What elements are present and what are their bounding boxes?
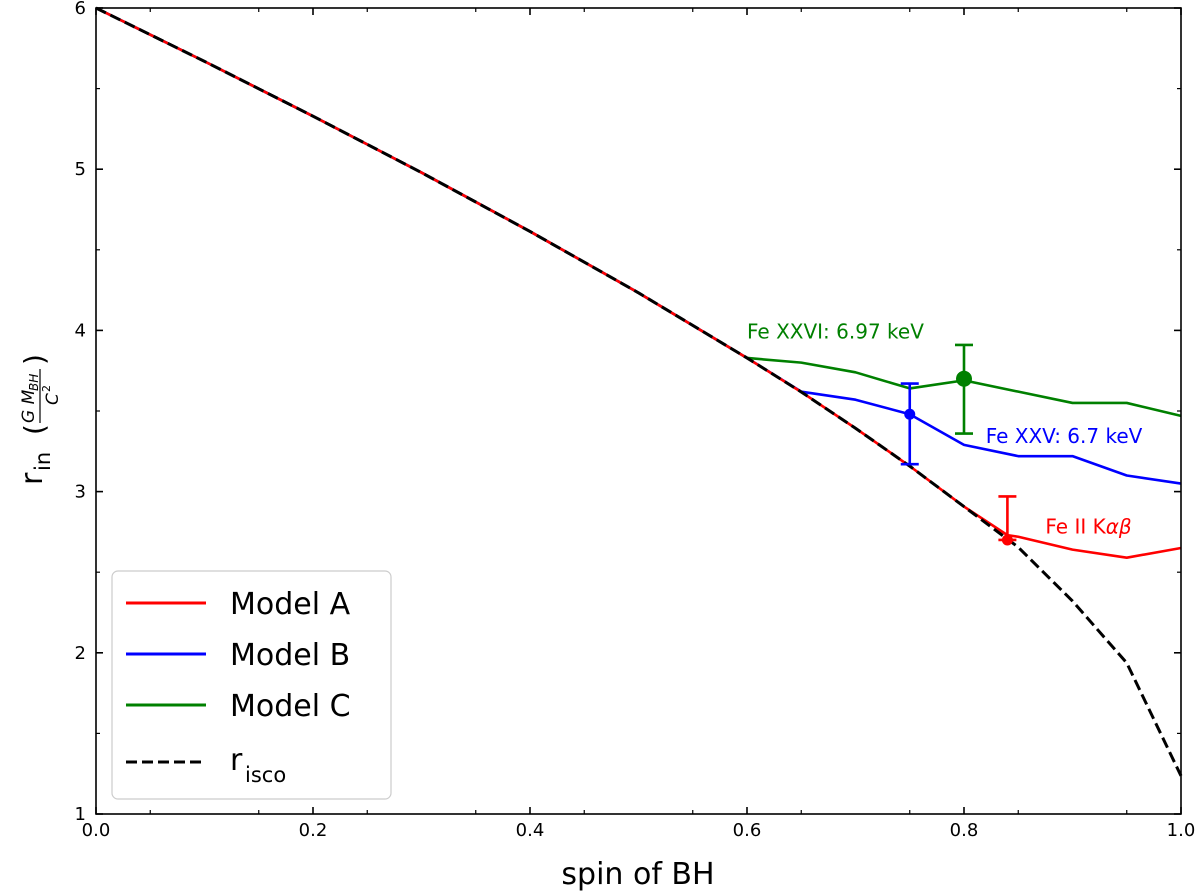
y-axis-title-denominator: C <box>43 393 63 405</box>
y-tick-label-5: 6 <box>75 0 86 19</box>
data-point-model-c <box>956 370 972 387</box>
legend-entry-model-c: Model C <box>126 689 351 724</box>
annotation-2-symbols: αβ <box>1106 515 1132 539</box>
legend-label-model-c: Model C <box>230 689 351 724</box>
y-axis-title-close-paren: ) <box>18 354 51 365</box>
legend-label-r-isco-sub: isco <box>245 763 286 787</box>
y-axis-title-numerator: G M <box>19 389 39 423</box>
x-axis-title: spin of BH <box>561 857 714 891</box>
errorbar-layer <box>900 343 1017 546</box>
series-line-risco <box>95 6 1183 777</box>
annotation-2: Fe II Kαβ <box>1045 515 1132 539</box>
x-tick-label-2: 0.4 <box>516 820 545 841</box>
y-tick-label-1: 2 <box>75 643 86 664</box>
legend-box <box>111 570 392 800</box>
x-tick-label-0: 0.0 <box>82 820 111 841</box>
legend-entry-r-isco: r isco <box>126 743 286 787</box>
x-tick-label-1: 0.2 <box>299 820 328 841</box>
y-tick-label-0: 1 <box>75 804 86 825</box>
legend-entry-model-b: Model B <box>126 638 350 673</box>
tick-layer: 0.0 0.2 0.4 0.6 0.8 1.0 1 2 3 4 5 6 <box>75 0 1196 841</box>
y-axis-title-sub: in <box>31 452 55 471</box>
legend-label-model-b: Model B <box>230 638 350 673</box>
y-tick-label-3: 4 <box>75 320 86 341</box>
y-axis-title-main: r <box>15 472 50 485</box>
legend-label-model-a: Model A <box>230 587 351 622</box>
legend-entry-model-a: Model A <box>126 587 351 622</box>
y-axis-title-denominator-sup: 2 <box>40 385 53 392</box>
y-axis-title-open-paren: ( <box>18 424 51 435</box>
data-point-model-b <box>904 408 916 420</box>
y-tick-label-4: 5 <box>75 159 86 180</box>
annotation-1: Fe XXV: 6.7 keV <box>986 424 1143 448</box>
x-tick-label-4: 0.8 <box>950 820 979 841</box>
data-point-model-a <box>1001 534 1013 546</box>
plot-frame <box>95 7 1182 815</box>
y-tick-label-2: 3 <box>75 482 86 503</box>
legend: Model A Model B Model C r isco <box>111 570 392 800</box>
y-axis-title: r in ( G M BH C 2 ) <box>15 354 63 485</box>
y-axis-title-numerator-sub: BH <box>27 374 41 391</box>
annotation-0: Fe XXVI: 6.97 keV <box>747 319 924 343</box>
x-tick-label-3: 0.6 <box>733 820 762 841</box>
series-layer <box>95 6 1183 777</box>
x-tick-label-5: 1.0 <box>1167 820 1196 841</box>
annotation-layer: Fe XXVI: 6.97 keV Fe XXV: 6.7 keV Fe II Kα… <box>747 319 1143 538</box>
legend-label-r-isco: r <box>230 743 243 778</box>
